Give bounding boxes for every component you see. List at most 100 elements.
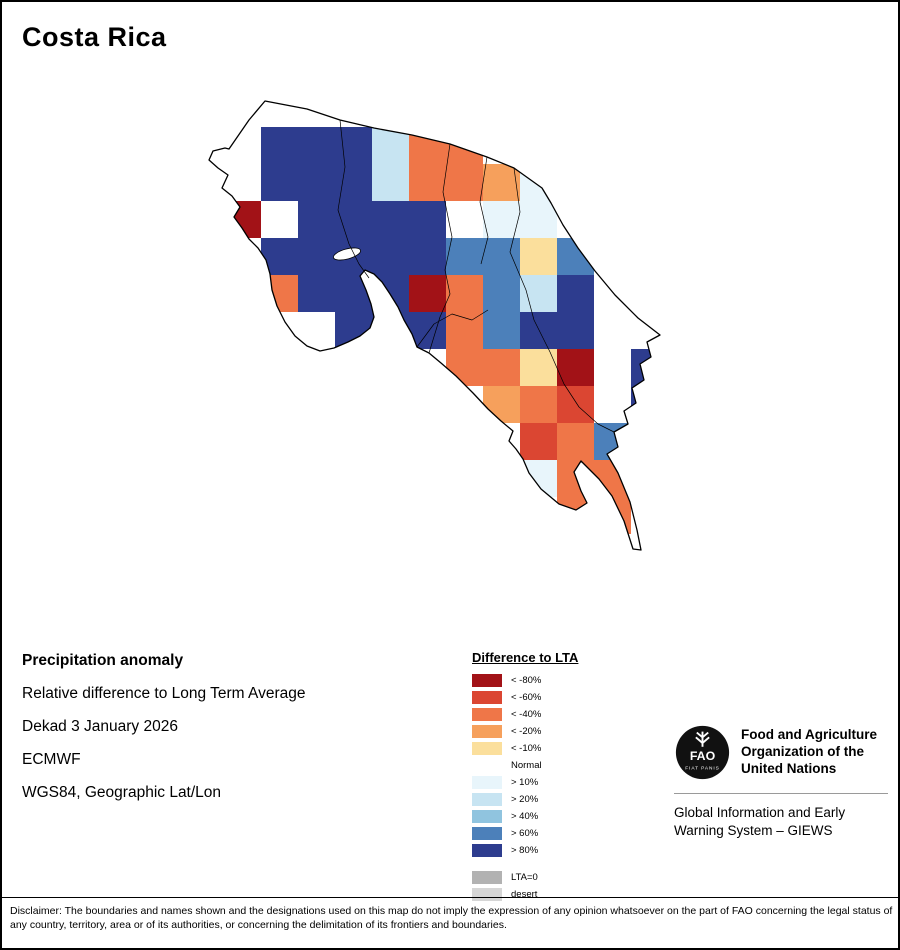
map-cell	[261, 201, 298, 238]
map-cell	[335, 275, 372, 312]
fao-org-name: Food and Agriculture Organization of the…	[741, 727, 877, 778]
map-cell	[372, 275, 409, 312]
legend-swatch	[472, 758, 502, 772]
legend-item: < -60%	[472, 689, 642, 705]
map-cell	[335, 164, 372, 201]
map-cell	[483, 201, 520, 238]
legend-label: > 10%	[511, 776, 539, 788]
legend-swatch	[472, 673, 502, 687]
map-cell	[224, 238, 261, 275]
legend-label: < -20%	[511, 725, 542, 737]
disclaimer-divider	[2, 897, 898, 898]
map-cell	[298, 238, 335, 275]
legend-swatch	[472, 887, 502, 901]
map-cell	[557, 275, 594, 312]
map-cell	[224, 201, 261, 238]
legend-swatch	[472, 826, 502, 840]
map-cell	[520, 349, 557, 386]
legend-swatch	[472, 775, 502, 789]
legend-label: > 40%	[511, 810, 539, 822]
giews-label: Global Information and Early Warning Sys…	[674, 804, 888, 840]
map-cell	[298, 164, 335, 201]
map-cell	[557, 349, 594, 386]
map-cell	[483, 349, 520, 386]
map-cell	[520, 201, 557, 238]
map-cell	[594, 349, 631, 386]
map-cell	[446, 312, 483, 349]
map-cell	[446, 349, 483, 386]
legend-swatch	[472, 724, 502, 738]
legend-item: > 60%	[472, 825, 642, 841]
info-heading: Precipitation anomaly	[22, 652, 184, 669]
map-cell	[446, 238, 483, 275]
fao-divider	[674, 793, 888, 794]
info-line-projection: WGS84, Geographic Lat/Lon	[22, 784, 222, 801]
map-cell	[557, 423, 594, 460]
giews-line-1: Global Information and Early	[674, 805, 846, 820]
map-cell	[409, 127, 446, 164]
map-cell	[298, 275, 335, 312]
costa-rica-map	[208, 100, 661, 551]
map-cell	[261, 275, 298, 312]
legend-item: > 40%	[472, 808, 642, 824]
map-cell	[631, 386, 660, 423]
map-info-block: Precipitation anomaly Relative differenc…	[22, 652, 422, 817]
map-cell	[483, 164, 520, 201]
legend-label: desert	[511, 888, 538, 900]
legend-item: > 80%	[472, 842, 642, 858]
legend-swatch	[472, 690, 502, 704]
map-cell	[631, 349, 660, 386]
page-title: Costa Rica	[22, 22, 167, 52]
legend-item: < -40%	[472, 706, 642, 722]
disclaimer-text: Disclaimer: The boundaries and names sho…	[10, 905, 893, 932]
map-cell	[594, 497, 631, 534]
legend-item: LTA=0	[472, 869, 642, 885]
legend-label: > 80%	[511, 844, 539, 856]
map-cell	[594, 423, 631, 460]
map-cell	[483, 386, 520, 423]
info-line-method: Relative difference to Long Term Average	[22, 685, 306, 702]
legend: Difference to LTA < -80% < -60% < -40% < -2…	[472, 650, 642, 903]
fao-logo-text: FAO	[690, 749, 716, 763]
map-cell	[483, 238, 520, 275]
map-cell	[335, 201, 372, 238]
map-cell	[446, 127, 483, 164]
legend-gap	[472, 859, 642, 869]
map-cell	[409, 275, 446, 312]
map-cell	[261, 127, 298, 164]
legend-label: Normal	[511, 759, 542, 771]
info-line-source: ECMWF	[22, 751, 81, 768]
legend-swatch	[472, 870, 502, 884]
legend-label: < -40%	[511, 708, 542, 720]
map-cell	[446, 164, 483, 201]
map-cell	[446, 201, 483, 238]
map-cell	[372, 201, 409, 238]
giews-line-2: Warning System – GIEWS	[674, 823, 833, 839]
legend-label: > 20%	[511, 793, 539, 805]
map-cell	[372, 127, 409, 164]
fao-org-line-2: Organization of the	[741, 744, 864, 760]
legend-item: < -20%	[472, 723, 642, 739]
map-cell	[520, 312, 557, 349]
map-cell	[557, 460, 594, 497]
map-cell	[409, 238, 446, 275]
map-cell	[372, 238, 409, 275]
map-cell	[261, 238, 298, 275]
legend-swatch	[472, 792, 502, 806]
legend-title: Difference to LTA	[472, 650, 579, 665]
map-cell	[520, 164, 557, 201]
country-outline	[208, 100, 661, 551]
legend-item: < -80%	[472, 672, 642, 688]
legend-swatch	[472, 809, 502, 823]
legend-swatch	[472, 741, 502, 755]
fao-logo-icon: FAO FIAT PANIS	[675, 725, 730, 780]
legend-items: < -80% < -60% < -40% < -20% < -10% Normal > 10…	[472, 672, 642, 858]
info-line-dekad: Dekad 3 January 2026	[22, 718, 178, 735]
map-cell	[557, 386, 594, 423]
legend-swatch	[472, 843, 502, 857]
legend-item: > 10%	[472, 774, 642, 790]
legend-item: < -10%	[472, 740, 642, 756]
map-cell	[335, 127, 372, 164]
map-cell	[409, 201, 446, 238]
